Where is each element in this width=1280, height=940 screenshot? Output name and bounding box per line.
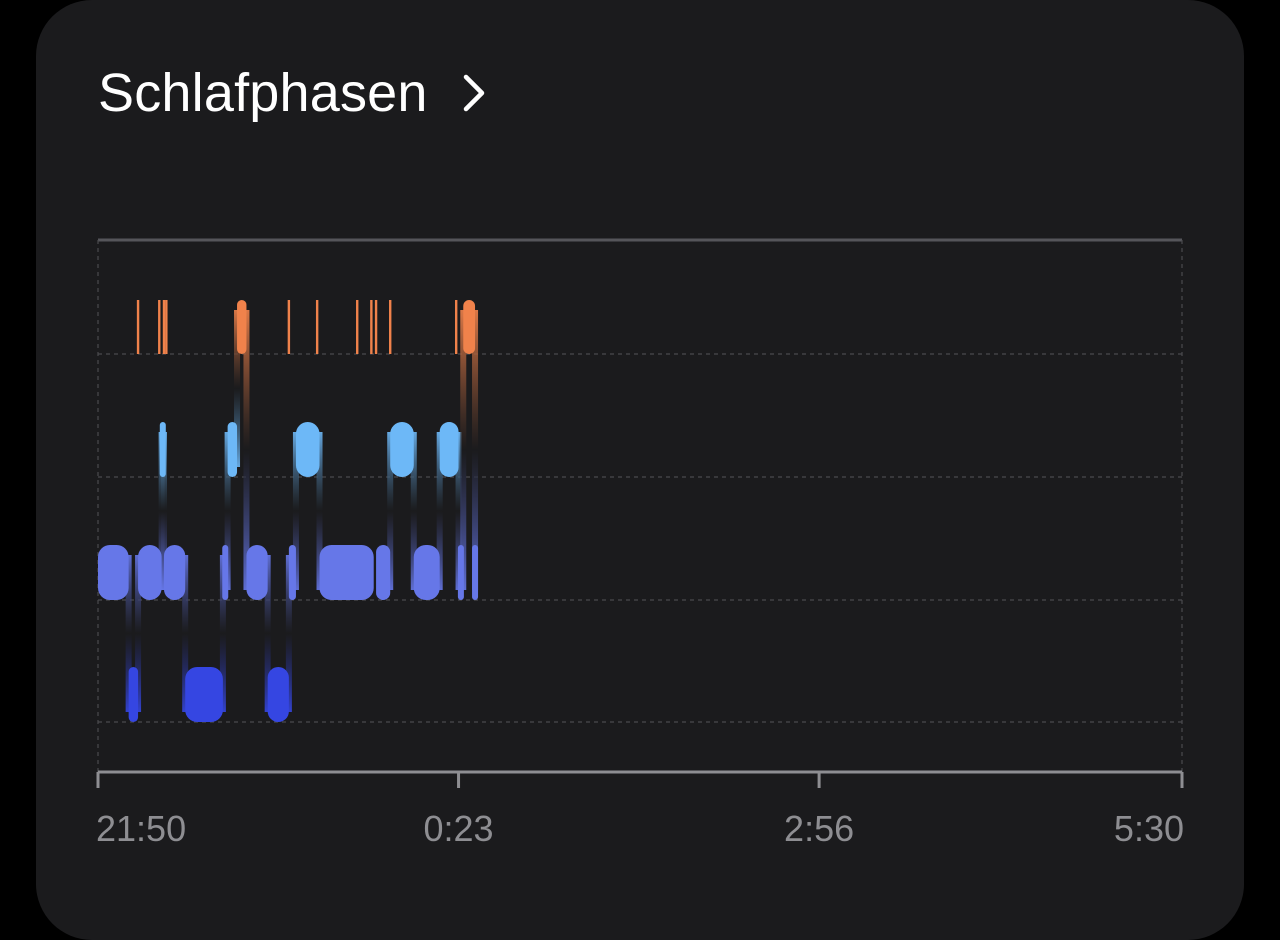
sleep-phases-header[interactable]: Schlafphasen [98,58,488,128]
awake-tick [374,300,378,354]
awake-tick [287,300,291,354]
awake-tick [454,300,458,354]
stage-bar-wach [237,300,247,354]
stage-transition [182,555,189,712]
awake-markers [136,300,458,354]
stage-bar-leicht [98,545,129,600]
stage-transition [410,432,417,590]
awake-tick [136,300,140,354]
stage-bar-leicht [472,545,479,600]
chart-grid [97,238,1183,772]
stage-bar-leicht [319,545,374,600]
stage-bar-leicht [246,545,268,600]
stage-transition [455,432,462,590]
stage-transition [292,432,299,590]
x-tick-label: 0:23 [423,808,494,849]
sleep-phases-chart [96,238,1184,788]
stage-transition [243,310,250,590]
stage-bar-leicht [413,545,440,600]
stage-bar-tief [267,667,289,722]
stage-transition [224,432,231,590]
stage-bar-leicht [138,545,162,600]
stage-transition [472,310,479,590]
stage-transition [387,432,394,590]
awake-tick [356,300,359,354]
awake-tick [158,300,161,354]
stage-bar-leicht [457,545,464,600]
stage-transition [436,432,443,590]
chevron-right-icon[interactable] [460,73,488,113]
stage-transition [316,432,323,590]
stage-bar-rem [390,422,414,477]
stage-bars [98,300,479,722]
awake-tick [162,300,166,354]
stage-bar-leicht [222,545,229,600]
stage-transition [234,310,241,467]
sleep-phases-card [36,0,1244,940]
stage-bar-leicht [288,545,296,600]
x-tick-label: 5:30 [1113,808,1184,849]
x-tick-label: 21:50 [96,808,187,849]
stage-transition [160,432,167,590]
stage-bar-leicht [376,545,391,600]
x-tick-label: 2:56 [784,808,855,849]
stage-transition [264,555,271,712]
stage-transitions [125,310,479,712]
stage-transition [135,555,142,712]
stage-bar-tief [185,667,223,722]
stage-transition [125,555,132,712]
stage-bar-wach [463,300,476,354]
stage-transition [460,310,467,590]
stage-bar-rem [439,422,459,477]
card-title: Schlafphasen [98,63,428,123]
stage-bar-rem [295,422,320,477]
stage-bar-rem [227,422,238,477]
stage-bar-leicht [163,545,186,600]
awake-tick [315,300,319,354]
x-axis [96,770,1184,788]
stage-transition [285,555,292,712]
stage-bar-tief [128,667,139,722]
awake-tick [165,300,168,354]
stage-bar-rem [159,422,166,477]
chevron-right-icon-glyph [463,74,484,112]
awake-tick [389,300,392,354]
awake-tick [370,300,373,354]
stage-transition [219,555,226,712]
